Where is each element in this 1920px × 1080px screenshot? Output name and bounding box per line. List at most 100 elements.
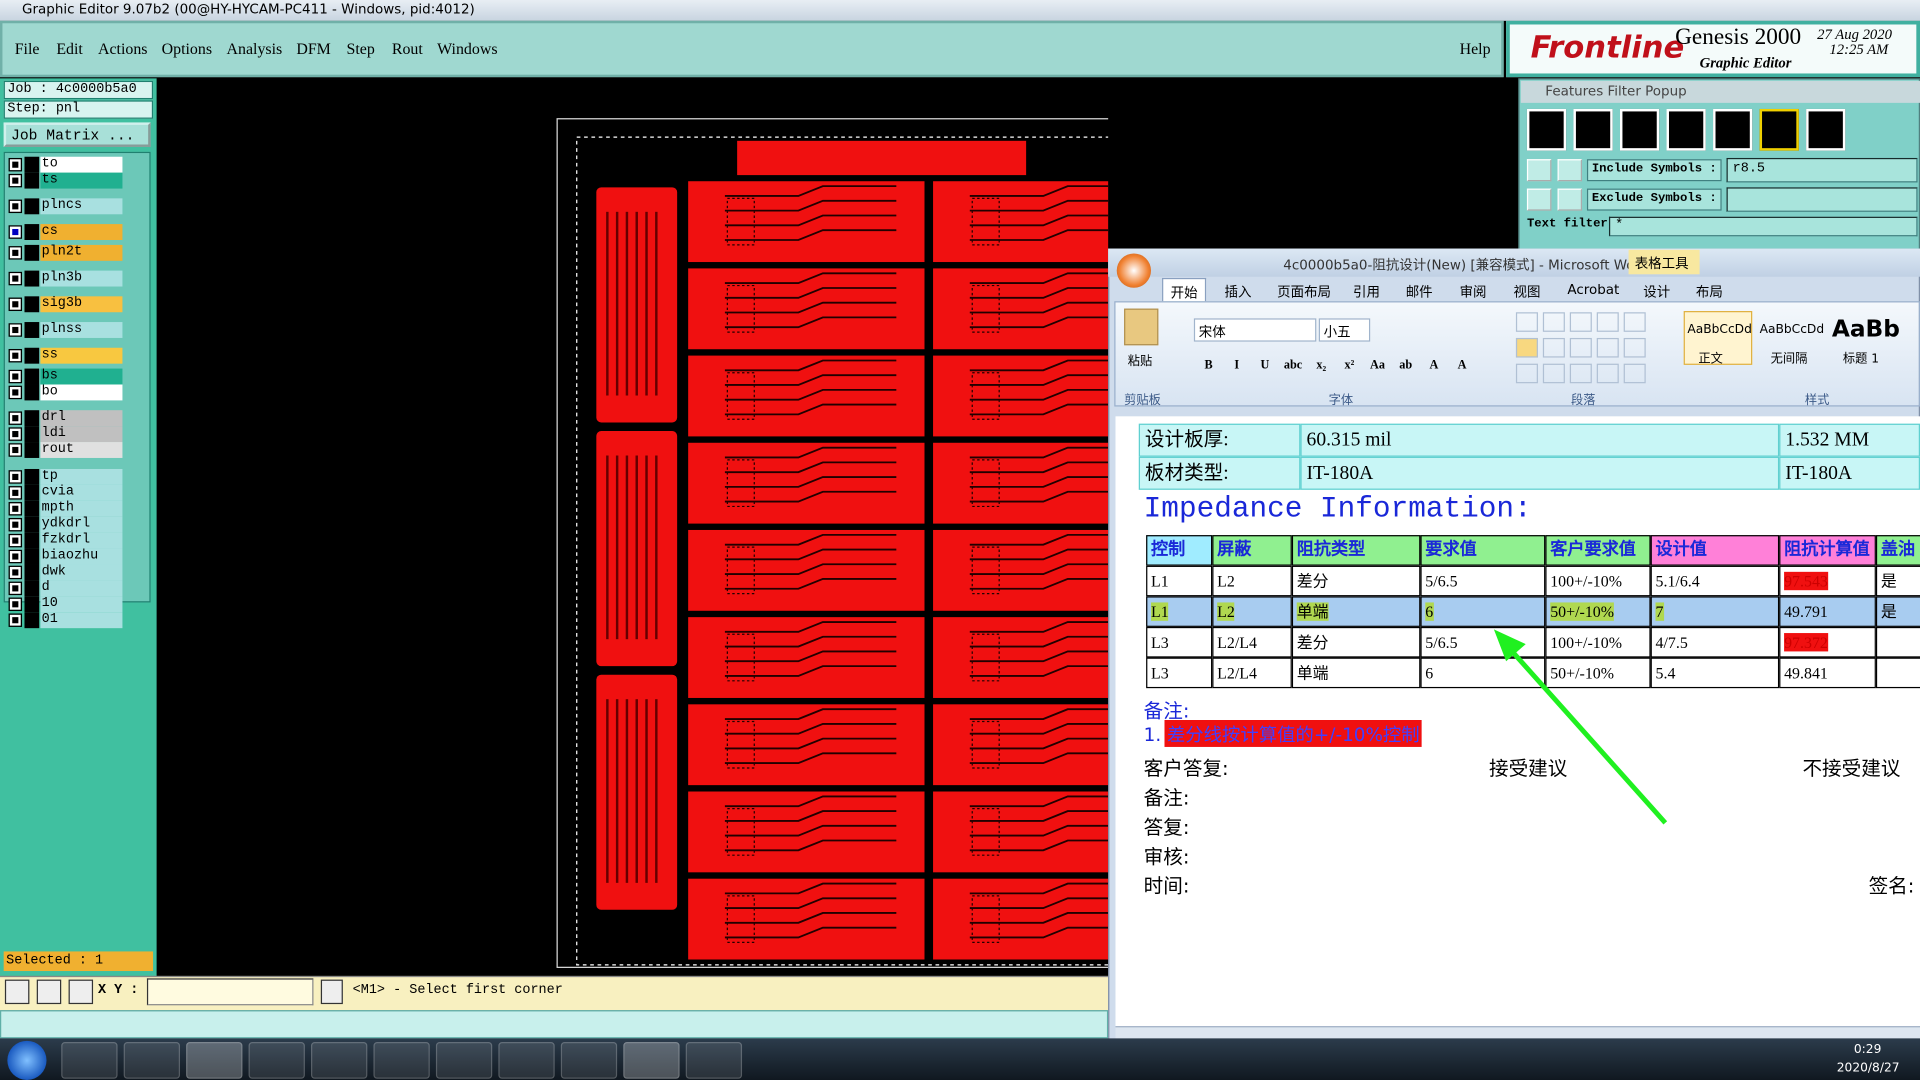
layer-checkbox[interactable] [8, 246, 23, 260]
tool-icon[interactable] [68, 979, 94, 1005]
taskbar-app[interactable] [560, 1042, 618, 1079]
layer-checkbox[interactable] [8, 486, 23, 500]
layer-name[interactable]: ts [40, 172, 123, 189]
layer-name[interactable]: 10 [40, 596, 123, 613]
filter-icon[interactable] [1806, 108, 1846, 151]
ribbon-tab[interactable]: Acrobat [1567, 281, 1620, 298]
filter-button[interactable] [1557, 159, 1583, 182]
layer-checkbox[interactable] [8, 199, 23, 214]
layer-checkbox[interactable] [8, 369, 23, 384]
layer-name[interactable]: plncs [40, 198, 123, 215]
layer-checkbox[interactable] [8, 225, 23, 239]
ribbon-tab[interactable]: 设计 [1643, 284, 1671, 301]
taskbar-app[interactable] [123, 1042, 181, 1079]
tool-icon[interactable] [4, 979, 30, 1005]
paragraph-button[interactable] [1596, 312, 1619, 332]
layer-name[interactable]: cvia [40, 484, 123, 501]
layer-checkbox[interactable] [8, 549, 23, 564]
ribbon-tab[interactable]: 视图 [1513, 284, 1541, 301]
paragraph-button[interactable] [1623, 363, 1646, 384]
format-button[interactable]: I [1234, 358, 1240, 373]
xy-input[interactable] [146, 978, 314, 1006]
filter-icon[interactable] [1666, 108, 1706, 151]
layer-checkbox[interactable] [8, 385, 23, 400]
format-button[interactable]: x² [1344, 358, 1355, 373]
ribbon-tab[interactable]: 插入 [1224, 284, 1252, 301]
scrollbar[interactable] [1115, 1026, 1920, 1041]
menu-item[interactable]: Edit [56, 39, 83, 58]
taskbar-app[interactable] [186, 1042, 243, 1079]
layer-checkbox[interactable] [8, 597, 23, 612]
menu-item[interactable]: Rout [391, 39, 423, 58]
paragraph-button[interactable] [1542, 312, 1565, 332]
layer-checkbox[interactable] [8, 517, 23, 532]
layer-name[interactable]: pln3b [40, 270, 123, 287]
text-filter-input[interactable]: * [1608, 216, 1918, 237]
taskbar-app[interactable] [498, 1042, 555, 1079]
layer-name[interactable]: dwk [40, 564, 123, 581]
layer-name[interactable]: d [40, 580, 123, 597]
menu-item[interactable]: Options [161, 39, 213, 58]
exclude-input[interactable] [1726, 187, 1918, 212]
paragraph-button[interactable] [1623, 337, 1646, 358]
taskbar-app[interactable] [623, 1042, 680, 1079]
layer-name[interactable]: bo [40, 384, 123, 401]
layer-checkbox[interactable] [8, 613, 23, 627]
format-button[interactable]: B [1204, 358, 1213, 373]
layer-checkbox[interactable] [8, 581, 23, 596]
layer-checkbox[interactable] [8, 271, 23, 286]
include-input[interactable]: r8.5 [1726, 157, 1918, 183]
filter-button[interactable] [1526, 159, 1552, 182]
filter-icon[interactable] [1526, 108, 1567, 151]
layer-checkbox[interactable] [8, 297, 23, 312]
office-button[interactable] [1116, 253, 1152, 288]
paragraph-button[interactable] [1569, 312, 1592, 332]
layer-name[interactable]: tp [40, 468, 123, 485]
layer-checkbox[interactable] [8, 502, 23, 516]
menu-item[interactable]: DFM [296, 39, 331, 58]
paragraph-button[interactable] [1596, 337, 1619, 358]
ribbon-tab[interactable]: 邮件 [1405, 284, 1433, 301]
tool-icon[interactable] [36, 979, 62, 1005]
menu-item[interactable]: Windows [437, 39, 498, 58]
layer-checkbox[interactable] [8, 411, 23, 425]
format-button[interactable]: x₂ [1316, 358, 1327, 373]
layer-name[interactable]: to [40, 156, 123, 173]
layer-name[interactable]: pln2t [40, 244, 123, 261]
filter-icon[interactable] [1713, 108, 1753, 151]
menu-item[interactable]: File [14, 39, 40, 58]
format-button[interactable]: abc [1283, 358, 1303, 373]
layer-name[interactable]: cs [40, 224, 123, 241]
paragraph-button[interactable] [1596, 363, 1619, 384]
ribbon-tab[interactable]: 开始 [1162, 277, 1207, 302]
layer-name[interactable]: rout [40, 442, 123, 458]
layer-name[interactable]: sig3b [40, 296, 123, 313]
filter-icon[interactable] [1573, 108, 1613, 151]
format-button[interactable]: Aa [1370, 358, 1386, 373]
format-button[interactable]: ab [1399, 358, 1413, 373]
paragraph-button[interactable] [1515, 337, 1538, 358]
layer-name[interactable]: 01 [40, 612, 123, 629]
menu-item[interactable]: Step [346, 39, 375, 58]
menu-item[interactable]: Help [1459, 39, 1491, 58]
layer-checkbox[interactable] [8, 173, 23, 188]
format-button[interactable]: A [1457, 358, 1467, 373]
paragraph-button[interactable] [1542, 363, 1565, 384]
size-box[interactable]: 小五 [1318, 318, 1371, 342]
taskbar-app[interactable] [61, 1042, 118, 1079]
taskbar-app[interactable] [685, 1042, 743, 1079]
layer-checkbox[interactable] [8, 348, 23, 363]
ribbon-tab[interactable]: 页面布局 [1277, 284, 1332, 301]
paragraph-button[interactable] [1569, 363, 1592, 384]
layer-name[interactable]: biaozhu [40, 548, 123, 565]
font-box[interactable]: 宋体 [1193, 318, 1317, 342]
filter-icon[interactable] [1759, 108, 1799, 151]
taskbar-app[interactable] [435, 1042, 493, 1079]
ribbon-tab[interactable]: 布局 [1695, 284, 1723, 301]
layer-name[interactable]: mpth [40, 500, 123, 517]
filter-button[interactable] [1557, 188, 1583, 211]
layer-name[interactable]: ydkdrl [40, 516, 123, 533]
layer-checkbox[interactable] [8, 470, 23, 484]
format-button[interactable]: U [1260, 358, 1270, 373]
layer-checkbox[interactable] [8, 533, 23, 548]
